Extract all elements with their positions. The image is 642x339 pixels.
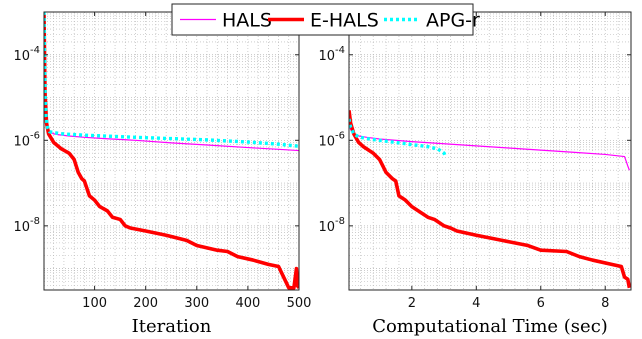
y-tick-label: 10-6 — [318, 130, 345, 149]
legend: HALS E-HALS APG-r — [171, 3, 480, 36]
x-tick-label: 400 — [235, 296, 260, 311]
legend-label: APG-r — [426, 10, 480, 32]
y-tick-label: 10-6 — [13, 130, 40, 149]
time-chart: 2 4 6 8 10-8 10-6 10-4 Computational Time (sec) — [318, 11, 632, 337]
x-tick-label: 500 — [287, 296, 312, 311]
y-tick-label: 10-8 — [13, 216, 40, 235]
legend-label: HALS — [222, 10, 272, 32]
x-tick-label: 6 — [537, 296, 545, 311]
y-tick-label: 10-4 — [13, 45, 40, 64]
x-tick-label: 300 — [184, 296, 209, 311]
y-tick-label: 10-8 — [318, 216, 345, 235]
iteration-chart: 100 200 300 400 500 10-8 10-6 10-4 Iteration — [13, 11, 312, 337]
x-axis-title: Iteration — [132, 316, 212, 337]
series-e-hals — [44, 14, 299, 290]
x-tick-label: 4 — [472, 296, 480, 311]
series-apg-r — [44, 12, 299, 148]
x-axis-title: Computational Time (sec) — [372, 316, 608, 337]
x-tick-label: 100 — [82, 296, 107, 311]
axes-box — [348, 11, 632, 291]
grid — [44, 11, 299, 290]
y-tick-label: 10-4 — [318, 45, 345, 64]
x-tick-label: 8 — [601, 296, 609, 311]
x-tick-label: 200 — [133, 296, 158, 311]
legend-label: E-HALS — [310, 10, 379, 32]
series-apg-r — [349, 118, 448, 159]
x-tick-label: 2 — [408, 296, 416, 311]
legend-box — [171, 3, 474, 36]
grid — [349, 11, 631, 290]
series-e-hals — [349, 110, 631, 289]
